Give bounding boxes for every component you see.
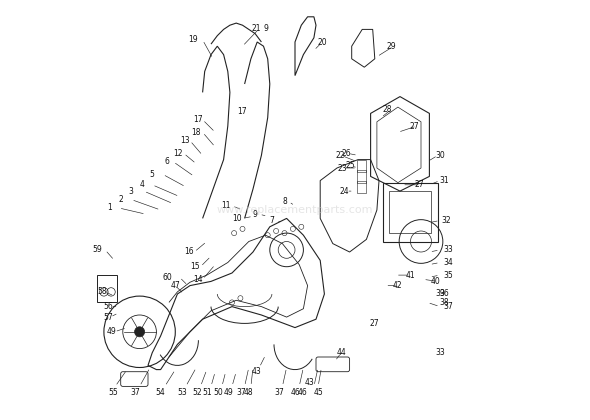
Text: 31: 31 [440, 176, 449, 185]
Text: 23: 23 [337, 163, 347, 173]
Text: 28: 28 [383, 105, 392, 114]
Text: 25: 25 [346, 161, 355, 171]
Text: 56: 56 [103, 302, 113, 311]
Text: 9: 9 [253, 210, 258, 219]
Text: 39: 39 [435, 289, 445, 299]
Text: 36: 36 [439, 289, 449, 299]
Text: 4: 4 [139, 180, 144, 189]
Text: 33: 33 [435, 348, 445, 357]
Text: 6: 6 [165, 157, 169, 166]
Text: 20: 20 [317, 37, 327, 47]
Text: 37: 37 [274, 388, 284, 397]
Text: 48: 48 [243, 388, 253, 397]
Text: 2: 2 [119, 195, 123, 204]
Text: 29: 29 [386, 42, 396, 51]
Text: 55: 55 [109, 388, 119, 397]
Text: 53: 53 [178, 388, 187, 397]
Circle shape [135, 327, 145, 337]
Text: 27: 27 [414, 180, 424, 189]
Text: 44: 44 [336, 348, 346, 357]
Text: 14: 14 [193, 275, 202, 284]
Text: 34: 34 [444, 258, 453, 267]
Text: 58: 58 [98, 287, 107, 297]
Text: 22: 22 [336, 151, 345, 160]
Text: 50: 50 [214, 388, 224, 397]
Text: 19: 19 [189, 35, 198, 45]
Text: 37: 37 [237, 388, 246, 397]
Text: 35: 35 [444, 270, 453, 280]
Text: 11: 11 [221, 201, 231, 210]
Text: 47: 47 [171, 281, 180, 290]
Text: 5: 5 [150, 170, 155, 179]
Text: 18: 18 [192, 128, 201, 137]
Text: 3: 3 [129, 186, 134, 196]
Text: 30: 30 [435, 151, 445, 160]
Text: 41: 41 [406, 270, 415, 280]
Text: 15: 15 [190, 262, 200, 271]
Text: 10: 10 [232, 214, 242, 223]
Text: 60: 60 [162, 273, 172, 282]
Text: 40: 40 [431, 277, 441, 286]
Text: 43: 43 [305, 378, 314, 387]
Text: 51: 51 [203, 388, 212, 397]
Text: 7: 7 [270, 216, 274, 225]
Text: 27: 27 [370, 319, 379, 328]
Text: 16: 16 [184, 247, 194, 257]
Text: 43: 43 [251, 367, 261, 376]
Text: 1: 1 [107, 203, 112, 213]
Text: 59: 59 [92, 245, 101, 255]
Text: www.replacementparts.com: www.replacementparts.com [217, 205, 373, 215]
Text: 46: 46 [297, 388, 307, 397]
Text: 46: 46 [291, 388, 301, 397]
Text: 54: 54 [156, 388, 165, 397]
Text: 32: 32 [441, 216, 451, 225]
Text: 49: 49 [224, 388, 234, 397]
Text: 37: 37 [130, 388, 140, 397]
Text: 21: 21 [251, 24, 261, 33]
Text: 8: 8 [282, 197, 287, 206]
Text: 26: 26 [342, 149, 351, 158]
Text: 38: 38 [440, 298, 449, 307]
Text: 45: 45 [314, 388, 324, 397]
Text: 49: 49 [106, 327, 116, 336]
Text: 57: 57 [103, 312, 113, 322]
Text: 27: 27 [410, 121, 419, 131]
Text: 37: 37 [444, 302, 453, 311]
Text: 42: 42 [393, 281, 403, 290]
Text: 9: 9 [263, 24, 268, 33]
Text: 52: 52 [193, 388, 202, 397]
Text: 13: 13 [180, 136, 190, 145]
Text: 12: 12 [173, 149, 183, 158]
Text: 24: 24 [340, 186, 349, 196]
Text: 17: 17 [238, 107, 247, 116]
Text: 33: 33 [444, 245, 453, 255]
Text: 17: 17 [193, 115, 202, 124]
